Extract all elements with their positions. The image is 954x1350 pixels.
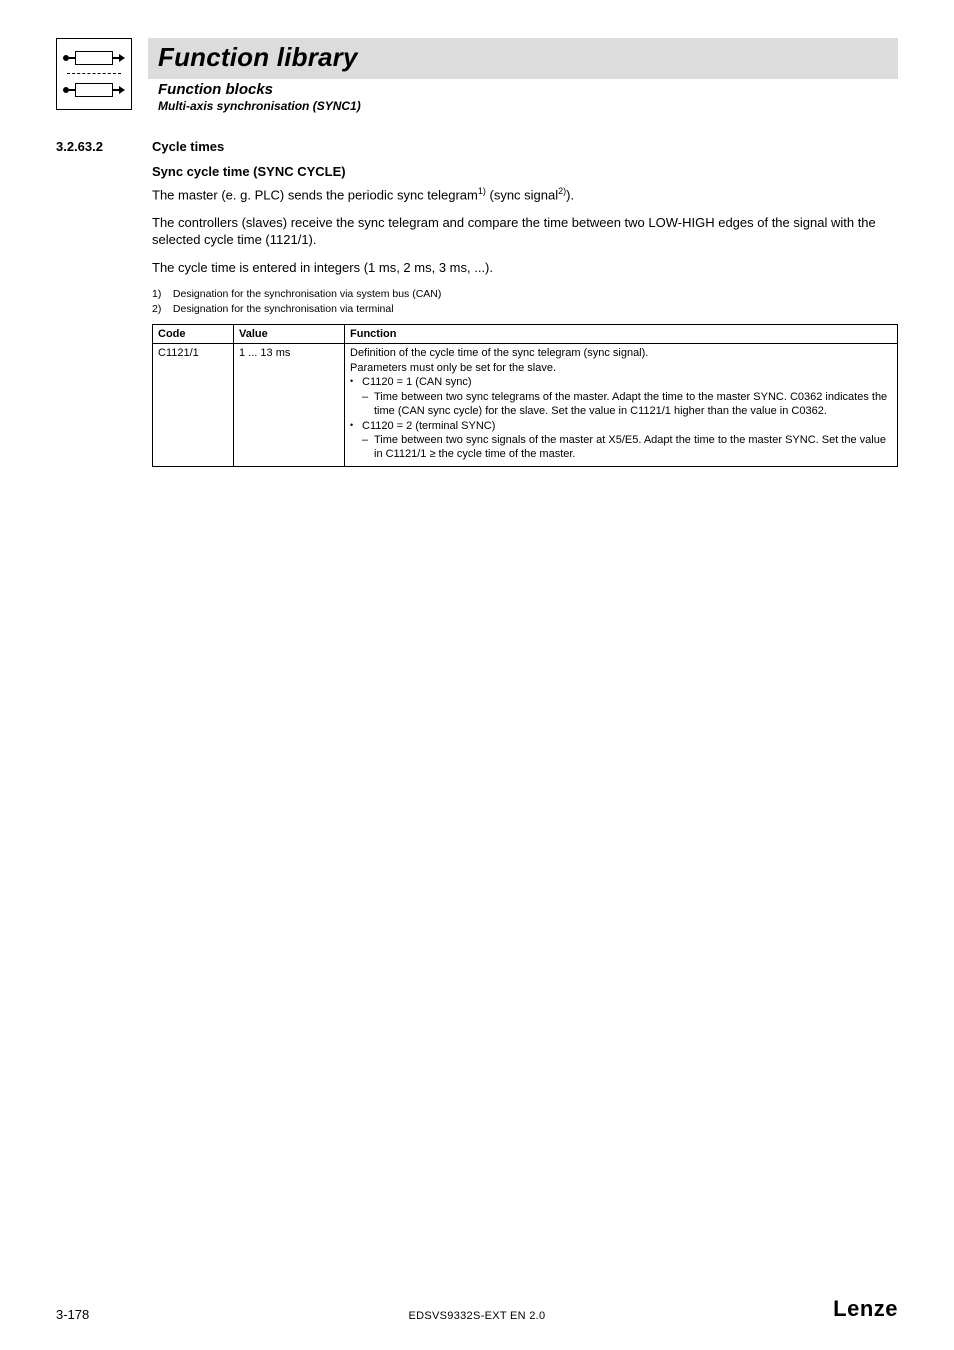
paragraph-3: The cycle time is entered in integers (1… [152,259,898,277]
footnote-1-text: Designation for the synchronisation via … [173,288,441,300]
func-bullet-1-dash-1: Time between two sync telegrams of the m… [350,391,892,419]
doc-title: Function library [158,42,358,72]
para1-sup1: 1) [478,186,486,196]
footer-center: EDSVS9332S-EXT EN 2.0 [56,1310,898,1322]
cell-function: Definition of the cycle time of the sync… [345,343,898,466]
func-line-2: Parameters must only be set for the slav… [350,362,892,376]
function-block-icon [56,38,132,110]
cell-code: C1121/1 [153,343,234,466]
section-heading: 3.2.63.2 Cycle times [56,139,898,154]
page-header: Function library Function blocks Multi-a… [56,38,898,113]
th-value: Value [234,324,345,343]
para1-text-b: (sync signal [486,187,558,202]
doc-subtitle: Function blocks [148,81,898,98]
run-in-heading: Sync cycle time (SYNC CYCLE) [152,164,898,179]
para1-text-c: ). [566,187,574,202]
section-number: 3.2.63.2 [56,139,152,154]
table-header-row: Code Value Function [153,324,898,343]
doc-subsubtitle: Multi-axis synchronisation (SYNC1) [148,99,898,113]
th-function: Function [345,324,898,343]
footnote-2-num: 2) [152,302,170,316]
footnote-1-num: 1) [152,287,170,301]
footnote-2-text: Designation for the synchronisation via … [173,303,394,315]
paragraph-1: The master (e. g. PLC) sends the periodi… [152,185,898,204]
page-footer: EDSVS9332S-EXT EN 2.0 3-178 Lenze [56,1296,898,1322]
lenze-logo: Lenze [833,1296,898,1321]
func-bullet-1: C1120 = 1 (CAN sync) [350,376,892,390]
func-bullet-2-dash-1: Time between two sync signals of the mas… [350,434,892,462]
cell-value: 1 ... 13 ms [234,343,345,466]
para1-sup2: 2) [558,186,566,196]
th-code: Code [153,324,234,343]
paragraph-2: The controllers (slaves) receive the syn… [152,214,898,249]
para1-text-a: The master (e. g. PLC) sends the periodi… [152,187,478,202]
footnotes: 1) Designation for the synchronisation v… [152,287,898,316]
table-row: C1121/1 1 ... 13 ms Definition of the cy… [153,343,898,466]
section-title: Cycle times [152,139,224,154]
title-bar: Function library [148,38,898,79]
codes-table: Code Value Function C1121/1 1 ... 13 ms … [152,324,898,467]
func-line-1: Definition of the cycle time of the sync… [350,347,892,361]
func-bullet-2: C1120 = 2 (terminal SYNC) [350,420,892,434]
